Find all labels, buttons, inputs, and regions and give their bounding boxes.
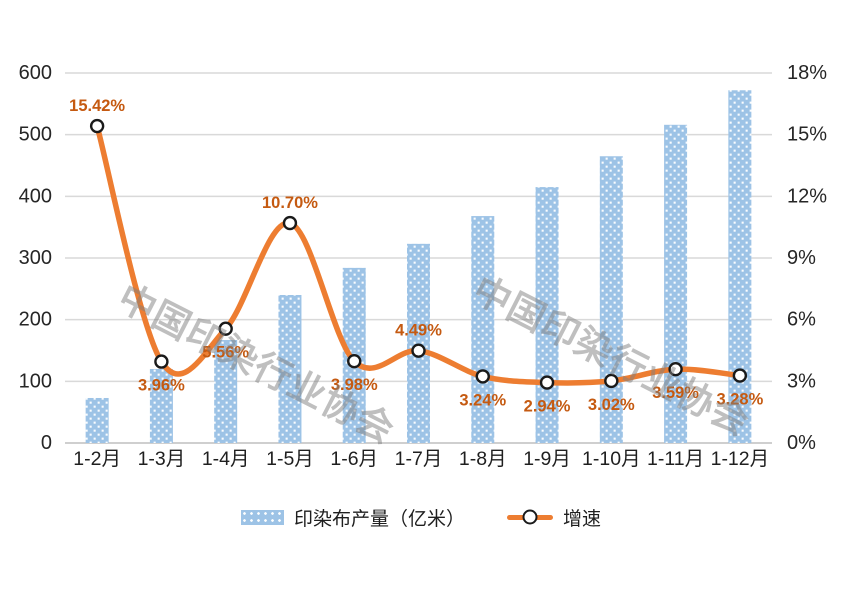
growth-data-label: 3.02% xyxy=(588,396,635,414)
y-right-tick-label: 15% xyxy=(787,124,827,146)
y-right-tick-label: 0% xyxy=(787,432,816,454)
growth-data-label: 2.94% xyxy=(524,398,571,416)
production-bar xyxy=(599,156,623,443)
x-axis-label: 1-11月 xyxy=(647,448,704,470)
y-right-tick-label: 18% xyxy=(787,62,827,84)
bar-series-swatch-icon xyxy=(240,509,284,525)
x-axis-label: 1-3月 xyxy=(138,448,186,470)
growth-data-label: 3.98% xyxy=(331,376,378,394)
data-point-marker xyxy=(539,375,555,390)
y-left-tick-label: 600 xyxy=(19,62,52,84)
data-point-marker xyxy=(218,321,233,336)
growth-data-label: 3.96% xyxy=(138,377,185,395)
production-bar xyxy=(471,216,495,443)
growth-data-label: 3.28% xyxy=(716,391,763,409)
line-series-swatch-icon xyxy=(507,509,553,525)
growth-data-label: 5.56% xyxy=(202,344,249,362)
data-point-marker xyxy=(347,353,362,369)
growth-data-label: 3.24% xyxy=(459,391,506,409)
growth-data-label: 3.59% xyxy=(652,384,699,402)
legend-item-growth: 增速 xyxy=(507,504,601,531)
production-bar xyxy=(214,340,238,443)
data-point-marker xyxy=(154,354,169,369)
data-point-marker xyxy=(732,368,748,383)
growth-data-label: 10.70% xyxy=(262,194,318,212)
x-axis-label: 1-6月 xyxy=(330,448,378,470)
data-point-marker xyxy=(668,362,683,377)
x-axis-label: 1-9月 xyxy=(523,448,571,470)
x-axis-label: 1-4月 xyxy=(202,448,250,470)
y-right-tick-label: 3% xyxy=(787,370,816,392)
x-axis-label: 1-8月 xyxy=(459,448,507,470)
legend-label-growth: 增速 xyxy=(563,508,602,530)
x-axis-label: 1-2月 xyxy=(73,448,121,470)
x-axis-label: 1-12月 xyxy=(711,448,770,470)
data-point-marker xyxy=(411,343,426,358)
growth-data-label: 4.49% xyxy=(395,322,442,340)
data-point-marker xyxy=(475,369,490,384)
y-right-tick-label: 9% xyxy=(787,247,816,269)
production-bar xyxy=(664,124,688,444)
x-axis-label: 1-7月 xyxy=(395,448,443,470)
production-bar xyxy=(278,295,302,443)
production-bar xyxy=(149,369,173,443)
chart-legend: 印染布产量（亿米） 增速 xyxy=(0,500,842,534)
y-right-tick-label: 12% xyxy=(787,185,827,207)
y-left-tick-label: 500 xyxy=(19,124,52,146)
production-bar xyxy=(85,397,109,443)
legend-label-production: 印染布产量（亿米） xyxy=(293,508,465,530)
line-marker-icon xyxy=(522,509,538,525)
production-bar xyxy=(728,90,752,444)
y-left-tick-label: 300 xyxy=(19,247,52,269)
y-left-tick-label: 400 xyxy=(19,185,52,207)
data-point-marker xyxy=(604,373,619,389)
y-left-tick-label: 100 xyxy=(19,370,52,392)
production-bar xyxy=(407,243,430,443)
legend-item-production: 印染布产量（亿米） xyxy=(240,504,465,531)
y-right-tick-label: 6% xyxy=(787,309,816,331)
x-axis-label: 1-10月 xyxy=(582,448,641,470)
x-axis-label: 1-5月 xyxy=(266,448,314,470)
y-left-tick-label: 200 xyxy=(19,309,52,331)
y-left-tick-label: 0 xyxy=(41,432,52,454)
data-point-marker xyxy=(282,215,298,231)
growth-data-label: 15.42% xyxy=(69,97,125,115)
data-point-marker xyxy=(89,118,105,134)
